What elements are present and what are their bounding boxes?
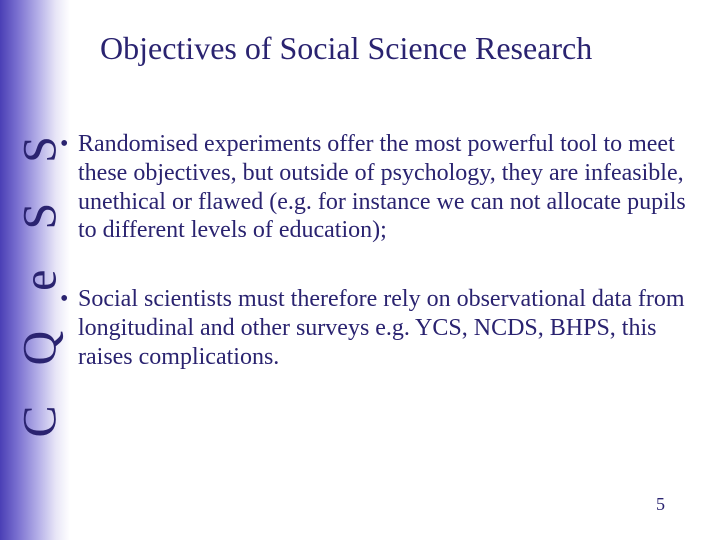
bullet-marker: • — [60, 130, 78, 159]
bullet-text: Social scientists must therefore rely on… — [78, 285, 710, 371]
bullet-item: • Social scientists must therefore rely … — [60, 285, 710, 371]
bullet-marker: • — [60, 285, 78, 314]
slide-body: • Randomised experiments offer the most … — [60, 130, 710, 412]
slide-title: Objectives of Social Science Research — [100, 30, 592, 67]
bullet-item: • Randomised experiments offer the most … — [60, 130, 710, 245]
bullet-text: Randomised experiments offer the most po… — [78, 130, 710, 245]
page-number: 5 — [656, 494, 665, 515]
